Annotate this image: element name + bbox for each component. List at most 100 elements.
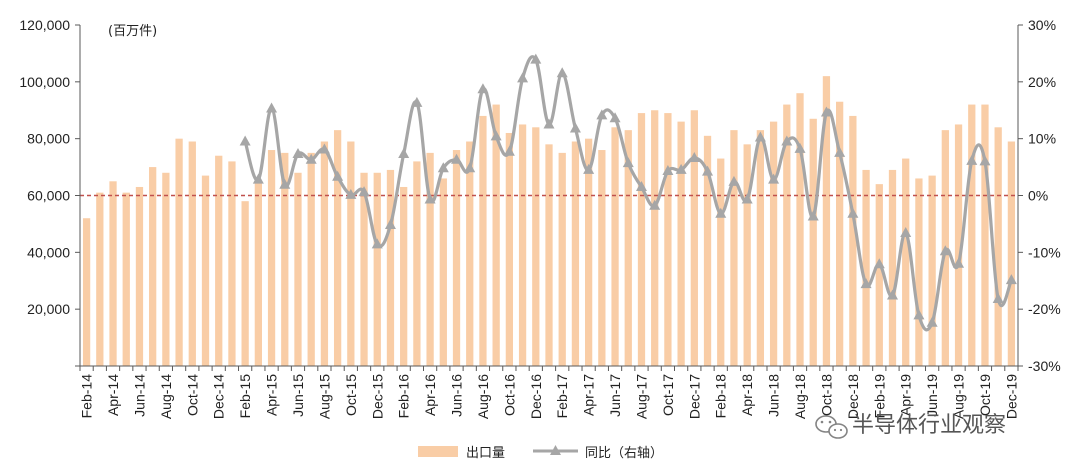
line-point-Nov-19 (992, 292, 1004, 303)
line-point-Apr-18 (741, 193, 753, 204)
line-point-May-18 (754, 131, 766, 142)
y-axis-right-labels: -30% -20% -10% 0% 10% 20% 30% (1028, 17, 1061, 374)
x-tick-label: Apr-16 (422, 374, 438, 416)
line-point-Nov-17 (675, 163, 687, 174)
watermark-text: 半导体行业观察 (852, 413, 1006, 438)
x-tick-label: Apr-17 (581, 374, 597, 416)
line-point-Oct-17 (662, 165, 674, 176)
line-point-Nov-15 (358, 186, 370, 197)
bar-Jun-16 (452, 150, 461, 366)
line-point-Oct-19 (979, 155, 991, 166)
bar-Nov-14 (201, 175, 210, 366)
line-point-Jun-15 (292, 148, 304, 159)
line-point-Mar-18 (728, 175, 740, 186)
line-point-Apr-16 (424, 193, 436, 204)
y-right-tick-label: 20% (1028, 74, 1056, 90)
bar-Dec-18 (849, 115, 857, 367)
y-right-tick-label: -30% (1028, 358, 1061, 374)
line-point-Jan-18 (702, 165, 714, 176)
bar-Nov-19 (994, 127, 1002, 366)
bar-Oct-18 (822, 76, 831, 367)
line-point-Oct-15 (345, 188, 357, 199)
bar-Sep-17 (651, 110, 659, 366)
y-left-tick-label: 20,000 (27, 301, 70, 317)
bar-Jun-18 (769, 121, 778, 367)
x-tick-label: Oct-17 (660, 374, 676, 416)
x-tick-label: Aug-18 (792, 374, 808, 419)
bar-Oct-14 (188, 141, 196, 366)
legend: 出口量 同比（右轴） (418, 445, 663, 461)
y-left-tick-label: 40,000 (27, 244, 70, 260)
line-point-Feb-19 (873, 258, 885, 269)
line-point-Aug-19 (953, 257, 965, 268)
line-point-Apr-19 (900, 227, 912, 238)
bar-Jun-19 (928, 175, 936, 366)
bar-Jan-19 (862, 169, 870, 366)
bar-Dec-14 (215, 155, 223, 366)
bar-Mar-16 (413, 161, 421, 366)
bar-Apr-16 (426, 152, 434, 367)
line-point-May-16 (437, 162, 449, 173)
bar-Nov-15 (360, 172, 368, 366)
line-point-Aug-17 (635, 180, 647, 191)
bar-May-16 (439, 178, 447, 366)
line-point-Oct-16 (503, 145, 515, 156)
x-tick-label: Feb-14 (79, 374, 95, 419)
bar-Feb-14 (82, 218, 91, 366)
x-tick-label: Oct-15 (343, 374, 359, 416)
line-point-Mar-15 (252, 173, 264, 184)
bar-Mar-19 (888, 169, 897, 366)
line-point-Sep-19 (966, 154, 978, 165)
line-point-Oct-18 (820, 106, 832, 117)
bar-Aug-14 (162, 172, 170, 366)
x-tick-label: Oct-18 (818, 374, 834, 416)
bar-Oct-17 (664, 113, 672, 366)
line-point-Jul-18 (781, 135, 793, 146)
x-tick-label: Aug-17 (633, 374, 649, 419)
bar-Aug-19 (954, 124, 963, 367)
bar-Jul-18 (783, 104, 791, 366)
bar-Jul-14 (149, 167, 157, 366)
y-right-tick-label: 0% (1028, 188, 1048, 204)
line-point-Mar-19 (886, 289, 898, 300)
x-tick-label: Oct-16 (501, 374, 517, 416)
x-tick-label: Aug-16 (475, 374, 491, 419)
bar-Sep-19 (968, 104, 976, 366)
bar-Dec-16 (532, 127, 540, 366)
yoy-line-series (239, 53, 1017, 332)
x-tick-label: Oct-19 (977, 374, 993, 416)
line-point-Feb-18 (715, 207, 727, 218)
bar-Jan-17 (545, 144, 553, 366)
x-tick-label: Jun-14 (131, 374, 147, 417)
x-tick-label: Aug-19 (951, 374, 967, 419)
x-tick-label: Feb-19 (871, 374, 887, 419)
x-tick-label: Aug-14 (158, 374, 174, 419)
line-point-Jan-16 (384, 219, 396, 230)
y-right-tick-label: -10% (1028, 244, 1061, 260)
bar-Aug-18 (796, 93, 804, 366)
x-tick-label: Dec-17 (686, 374, 702, 419)
bar-Feb-16 (400, 186, 408, 366)
line-point-Mar-16 (411, 96, 423, 107)
bar-Oct-15 (347, 141, 355, 366)
line-point-Jan-17 (543, 118, 555, 129)
line-point-Jun-18 (768, 173, 780, 184)
y-right-tick-label: 30% (1028, 17, 1056, 33)
line-point-Dec-18 (847, 207, 859, 218)
line-point-Feb-16 (398, 148, 410, 159)
watermark: 半导体行业观察 (815, 413, 1006, 439)
y-axis-left-labels: 20,000 40,000 60,000 80,000 100,000 120,000 (19, 17, 70, 317)
bar-Apr-17 (585, 138, 593, 366)
x-tick-label: Dec-15 (369, 374, 385, 419)
line-point-Feb-15 (239, 135, 251, 146)
bar-Aug-17 (637, 113, 646, 366)
x-tick-label: Apr-19 (898, 374, 914, 416)
line-point-Jul-15 (305, 153, 317, 164)
y-left-tick-label: 100,000 (19, 74, 70, 90)
x-tick-label: Dec-18 (845, 374, 861, 419)
x-tick-label: Dec-16 (528, 374, 544, 419)
bar-Nov-17 (677, 121, 685, 367)
x-tick-label: Feb-17 (554, 374, 570, 419)
line-point-Dec-15 (371, 238, 383, 249)
